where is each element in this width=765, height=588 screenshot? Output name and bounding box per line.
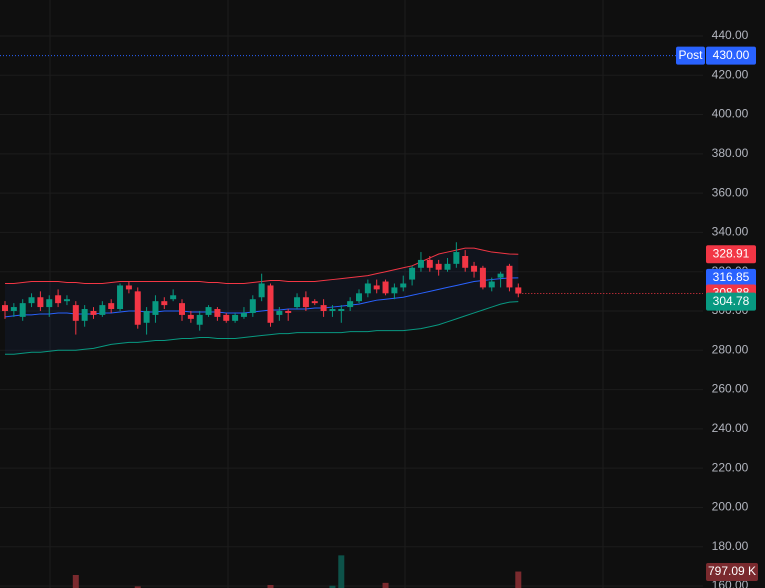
candle-body bbox=[391, 287, 398, 294]
y-tick-label: 260.00 bbox=[712, 382, 749, 396]
candle-body bbox=[134, 291, 141, 325]
candle-body bbox=[258, 283, 265, 298]
candle-body bbox=[10, 307, 17, 311]
candle-body bbox=[249, 299, 256, 313]
y-tick-label: 240.00 bbox=[712, 421, 749, 435]
candle-body bbox=[285, 310, 292, 313]
y-tick-label: 200.00 bbox=[712, 500, 749, 514]
candle-body bbox=[125, 285, 132, 290]
candle-body bbox=[347, 301, 354, 308]
post-name: Post bbox=[678, 48, 703, 62]
volume-tag-label: 797.09 K bbox=[708, 564, 756, 578]
candle-body bbox=[479, 267, 486, 288]
candle-body bbox=[55, 295, 62, 304]
y-tick-label: 220.00 bbox=[712, 460, 749, 474]
candle-body bbox=[2, 305, 8, 311]
volume-tag bbox=[706, 563, 758, 581]
candle-body bbox=[329, 309, 336, 311]
candle-body bbox=[311, 301, 318, 304]
candle-body bbox=[453, 252, 460, 264]
candle-body bbox=[223, 314, 230, 321]
candle-body bbox=[382, 281, 389, 294]
candle-body bbox=[117, 285, 124, 310]
candle-body bbox=[409, 267, 416, 280]
y-tick-label: 440.00 bbox=[712, 28, 749, 42]
candle-body bbox=[170, 295, 177, 300]
candle-body bbox=[187, 314, 194, 319]
volume-bar bbox=[72, 575, 79, 588]
price-tag-label: 304.78 bbox=[713, 294, 750, 308]
y-tick-label: 340.00 bbox=[712, 225, 749, 239]
volume-bar bbox=[134, 586, 141, 588]
price-tag bbox=[706, 268, 756, 287]
candle-body bbox=[232, 314, 239, 321]
candle-body bbox=[143, 310, 150, 323]
candle-body bbox=[81, 309, 88, 321]
price-tag bbox=[706, 292, 756, 311]
candle-body bbox=[72, 305, 79, 321]
candle-body bbox=[205, 307, 212, 315]
candle-body bbox=[37, 297, 44, 308]
candle-body bbox=[515, 287, 522, 294]
y-tick-label: 400.00 bbox=[712, 107, 749, 121]
time-grid bbox=[49, 0, 604, 588]
candle-body bbox=[497, 273, 504, 278]
candle-body bbox=[267, 285, 274, 323]
candle-body bbox=[302, 297, 309, 308]
y-tick-label: 380.00 bbox=[712, 146, 749, 160]
price-tag bbox=[706, 245, 756, 264]
post-price-tag bbox=[706, 46, 756, 65]
candle-body bbox=[196, 314, 203, 325]
candle-body bbox=[152, 301, 159, 315]
candle-body bbox=[417, 259, 424, 268]
candle-body bbox=[108, 303, 115, 310]
candle-body bbox=[276, 310, 283, 315]
y-tick-label: 420.00 bbox=[712, 67, 749, 81]
volume-bar bbox=[382, 582, 389, 588]
y-tick-label: 280.00 bbox=[712, 342, 749, 356]
price-tag-label: 316.85 bbox=[713, 270, 750, 284]
candle-body bbox=[488, 281, 495, 288]
candle-body bbox=[373, 285, 380, 290]
candle-body bbox=[214, 309, 221, 317]
candle-body bbox=[506, 265, 513, 288]
candle-body bbox=[28, 297, 35, 304]
candle-body bbox=[90, 310, 97, 315]
price-tag-label: 328.91 bbox=[713, 246, 750, 260]
volume-bar bbox=[338, 555, 345, 588]
candle-body bbox=[444, 263, 451, 270]
volume-bar bbox=[267, 585, 274, 588]
candle-body bbox=[356, 293, 362, 302]
candle-body bbox=[426, 259, 433, 268]
candle-body bbox=[46, 299, 53, 308]
y-tick-label: 160.00 bbox=[712, 578, 749, 588]
candle-body bbox=[99, 305, 106, 315]
candle-body bbox=[435, 263, 442, 270]
volume-bar bbox=[515, 571, 522, 588]
candle-body bbox=[320, 305, 327, 311]
post-tag bbox=[676, 46, 705, 65]
candle-body bbox=[400, 283, 407, 288]
y-tick-label: 360.00 bbox=[712, 185, 749, 199]
volume-bar bbox=[329, 585, 336, 588]
candle-body bbox=[179, 303, 185, 315]
candle-body bbox=[161, 301, 168, 306]
candle-body bbox=[63, 299, 70, 302]
band-lower bbox=[5, 301, 519, 355]
candle-body bbox=[462, 255, 469, 268]
candle-body bbox=[19, 303, 26, 317]
candle-body bbox=[240, 312, 247, 317]
candle-body bbox=[294, 297, 301, 308]
y-tick-label: 180.00 bbox=[712, 539, 749, 553]
candle-body bbox=[338, 309, 345, 311]
post-price: 430.00 bbox=[713, 48, 750, 62]
candle-body bbox=[471, 265, 478, 272]
candle-body bbox=[364, 283, 371, 294]
